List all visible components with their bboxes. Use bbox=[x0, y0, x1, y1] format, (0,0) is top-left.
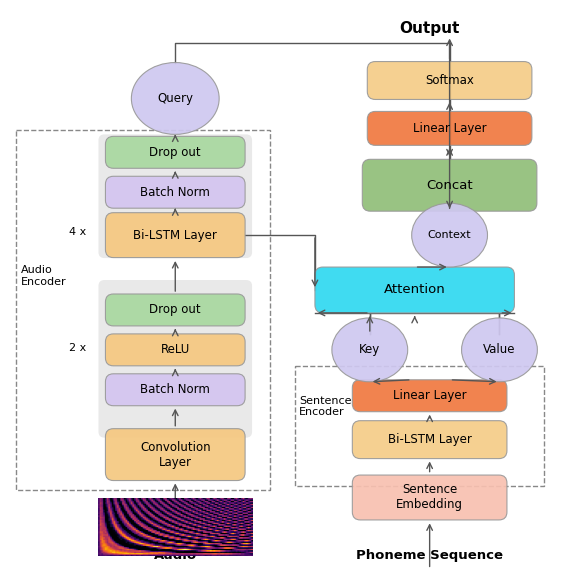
Text: Query: Query bbox=[157, 92, 193, 105]
Text: Drop out: Drop out bbox=[149, 303, 201, 316]
Ellipse shape bbox=[412, 203, 487, 267]
FancyBboxPatch shape bbox=[98, 280, 252, 438]
FancyBboxPatch shape bbox=[106, 176, 245, 208]
FancyBboxPatch shape bbox=[106, 136, 245, 168]
Text: Context: Context bbox=[428, 230, 471, 240]
Text: Phoneme Sequence: Phoneme Sequence bbox=[356, 549, 503, 562]
Text: Audio: Audio bbox=[154, 549, 197, 562]
Text: Batch Norm: Batch Norm bbox=[140, 383, 210, 397]
FancyBboxPatch shape bbox=[106, 294, 245, 326]
FancyBboxPatch shape bbox=[106, 374, 245, 406]
Text: Key: Key bbox=[359, 343, 381, 357]
FancyBboxPatch shape bbox=[315, 267, 515, 313]
Text: Convolution
Layer: Convolution Layer bbox=[140, 440, 211, 469]
Text: Drop out: Drop out bbox=[149, 146, 201, 159]
Text: Bi-LSTM Layer: Bi-LSTM Layer bbox=[388, 433, 471, 446]
Text: Attention: Attention bbox=[384, 283, 445, 297]
Text: Sentence
Embedding: Sentence Embedding bbox=[396, 484, 463, 512]
FancyBboxPatch shape bbox=[352, 475, 507, 520]
Text: Sentence
Encoder: Sentence Encoder bbox=[299, 396, 352, 417]
FancyBboxPatch shape bbox=[106, 213, 245, 258]
Text: 2 x: 2 x bbox=[69, 343, 86, 353]
Text: Concat: Concat bbox=[426, 179, 473, 192]
Text: Batch Norm: Batch Norm bbox=[140, 186, 210, 199]
FancyBboxPatch shape bbox=[367, 61, 532, 99]
Text: Linear Layer: Linear Layer bbox=[413, 122, 486, 135]
FancyBboxPatch shape bbox=[98, 134, 252, 258]
Ellipse shape bbox=[462, 318, 537, 382]
FancyBboxPatch shape bbox=[352, 421, 507, 458]
FancyBboxPatch shape bbox=[106, 334, 245, 366]
Ellipse shape bbox=[332, 318, 408, 382]
Ellipse shape bbox=[131, 62, 219, 134]
FancyBboxPatch shape bbox=[362, 160, 537, 211]
Text: Audio
Encoder: Audio Encoder bbox=[20, 265, 66, 287]
FancyBboxPatch shape bbox=[106, 429, 245, 480]
Text: Value: Value bbox=[483, 343, 516, 357]
Text: Softmax: Softmax bbox=[425, 74, 474, 87]
Bar bbox=[295, 366, 544, 486]
FancyBboxPatch shape bbox=[352, 380, 507, 412]
Text: ReLU: ReLU bbox=[161, 343, 190, 357]
Text: Output: Output bbox=[399, 21, 460, 36]
Bar bbox=[16, 131, 270, 490]
FancyBboxPatch shape bbox=[367, 112, 532, 145]
Text: Linear Layer: Linear Layer bbox=[393, 389, 466, 402]
Text: Bi-LSTM Layer: Bi-LSTM Layer bbox=[133, 229, 217, 242]
Text: 4 x: 4 x bbox=[69, 227, 86, 237]
